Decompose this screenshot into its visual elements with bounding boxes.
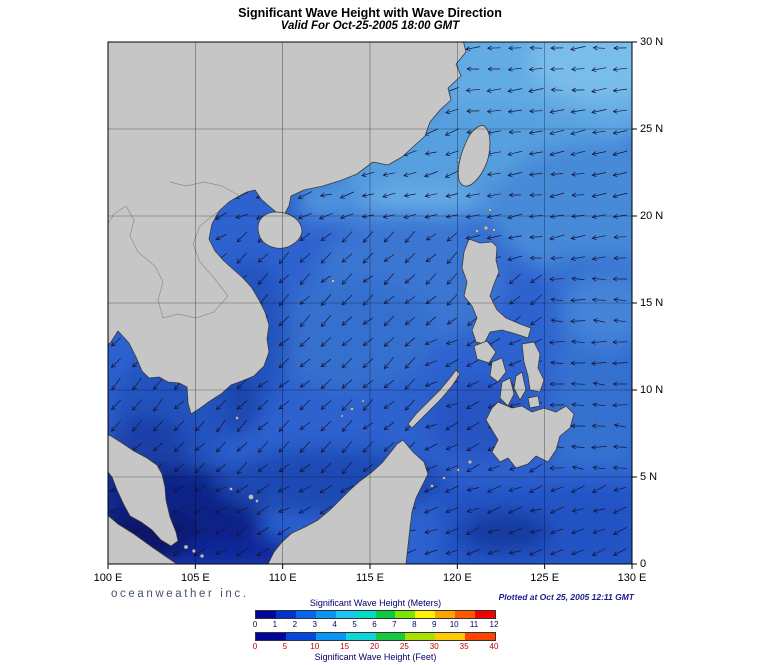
landmass-mainland-asia	[108, 42, 467, 547]
legend-tick: 5	[282, 642, 288, 651]
legend-swatch	[315, 611, 336, 618]
page-title: Significant Wave Height with Wave Direct…	[238, 6, 502, 20]
lon-label: 110 E	[268, 572, 297, 584]
legend-swatch	[335, 611, 356, 618]
lat-label: 5 N	[640, 471, 658, 483]
legend-tick: 4	[332, 620, 337, 629]
island-borneo	[267, 439, 429, 564]
legend-swatch	[395, 611, 416, 618]
lat-label: 15 N	[640, 297, 664, 309]
legend-feet-ticks: 0 5 10 15 20 25 30 35 40	[252, 642, 499, 652]
legend-swatch	[435, 611, 456, 618]
island-samar-leyte	[521, 341, 545, 393]
lat-lon-grid	[108, 42, 632, 564]
legend-swatch	[375, 611, 396, 618]
legend-tick: 2	[292, 620, 298, 629]
island-palawan	[407, 369, 461, 429]
legend-tick: 10	[310, 642, 320, 651]
legend-swatch	[285, 633, 316, 640]
oceanweather-logo-text: oceanweather inc.	[111, 588, 249, 600]
legend-meters-title: Significant Wave Height (Meters)	[309, 598, 442, 608]
lon-label: 120 E	[442, 572, 472, 584]
island-panay	[489, 357, 507, 383]
island-bohol	[527, 395, 541, 409]
legend-tick: 0	[252, 642, 258, 651]
legend-tick: 30	[429, 642, 439, 651]
legend-swatch	[465, 633, 495, 640]
legend-feet-colorbar	[255, 632, 496, 641]
lon-label: 100 E	[93, 572, 123, 584]
legend-swatch	[315, 633, 346, 640]
legend-tick: 12	[489, 620, 499, 629]
legend-swatch	[455, 611, 476, 618]
lon-label: 130 E	[617, 572, 647, 584]
legend-tick: 10	[449, 620, 459, 629]
legend-meters-ticks: 0 1 2 3 4 5 6 7 8 9 10 11 12	[252, 620, 499, 630]
legend-tick: 7	[392, 620, 397, 629]
land-layer	[108, 42, 575, 564]
island-luzon	[461, 238, 532, 345]
island-negros	[499, 377, 515, 407]
country-borders	[108, 181, 241, 319]
island-sumatra	[108, 514, 178, 564]
legend-swatch	[435, 633, 466, 640]
legend-swatch	[295, 611, 316, 618]
island-taiwan	[457, 125, 491, 187]
legend-tick: 6	[372, 620, 377, 629]
plotted-timestamp: Plotted at Oct 25, 2005 12:11 GMT	[498, 592, 634, 602]
legend-tick: 25	[399, 642, 409, 651]
island-cebu	[513, 371, 527, 401]
lon-label: 105 E	[180, 572, 210, 584]
legend-tick: 1	[272, 620, 278, 629]
legend-feet-title: Significant Wave Height (Feet)	[314, 652, 437, 662]
legend-swatch	[256, 633, 286, 640]
lat-label: 20 N	[640, 210, 664, 222]
island-mindanao	[485, 401, 575, 469]
lon-label: 125 E	[530, 572, 560, 584]
valid-time-subtitle: Valid For Oct-25-2005 18:00 GMT	[280, 20, 460, 32]
legend-tick: 40	[489, 642, 499, 651]
legend-swatch	[275, 611, 296, 618]
legend-tick: 9	[432, 620, 437, 629]
legend-tick: 0	[252, 620, 258, 629]
island-mindoro	[473, 340, 497, 364]
axis-tick-marks	[107, 41, 637, 569]
legend-tick: 15	[340, 642, 350, 651]
legend-tick: 11	[469, 620, 479, 629]
legend-swatch	[345, 633, 376, 640]
island-hainan	[257, 211, 303, 249]
legend-tick: 8	[412, 620, 417, 629]
legend-swatch	[256, 611, 276, 618]
lat-label: 0	[640, 558, 647, 570]
legend-swatch	[415, 611, 436, 618]
legend-tick: 5	[352, 620, 357, 629]
lat-label: 10 N	[640, 384, 664, 396]
legend-tick: 20	[370, 642, 379, 651]
legend-swatch	[405, 633, 436, 640]
lat-label: 30 N	[640, 36, 664, 48]
legend-tick: 35	[459, 642, 469, 651]
legend-swatch	[355, 611, 376, 618]
legend-tick: 3	[312, 620, 317, 629]
legend-swatch	[475, 611, 496, 618]
lon-label: 115 E	[356, 572, 384, 584]
legend-meters-colorbar	[255, 610, 496, 619]
legend-swatch	[375, 633, 406, 640]
lat-label: 25 N	[640, 123, 664, 135]
